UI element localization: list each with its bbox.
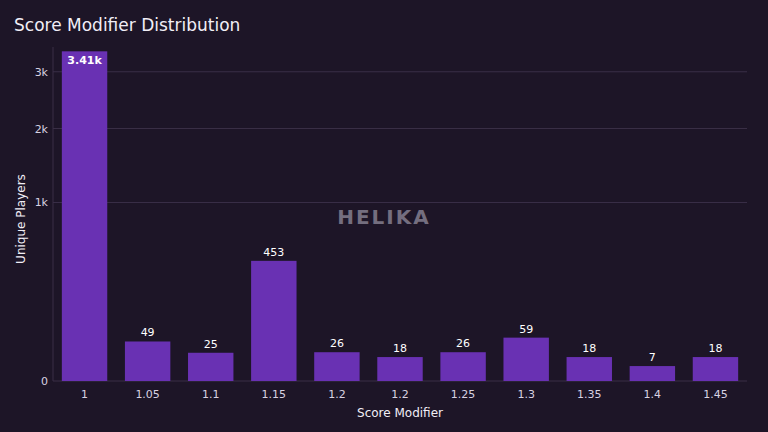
data-label: 7 [649,351,656,364]
x-tick-label: 1.25 [451,388,476,401]
background [0,0,768,432]
x-tick-label: 1.45 [703,388,728,401]
bar [503,338,548,381]
x-tick-label: 1.2 [328,388,346,401]
data-label: 18 [582,342,596,355]
y-axis-line [53,47,54,381]
grid-line [53,128,747,129]
data-label: 25 [204,338,218,351]
bar [125,341,170,381]
x-tick-label: 1.05 [135,388,160,401]
data-label: 18 [708,342,722,355]
x-axis-label: Score Modifier [357,406,443,420]
grid-line [53,71,747,72]
bar [62,51,107,381]
x-tick-label: 1 [81,388,88,401]
bar [188,353,233,381]
data-label: 26 [456,337,470,350]
bar [377,357,422,381]
x-tick-label: 1.4 [644,388,662,401]
y-tick-label: 2k [35,123,49,136]
bar [314,352,359,381]
data-label: 3.41k [67,54,102,67]
bar [567,357,612,381]
watermark: HELIKA [337,205,431,229]
data-label: 49 [141,326,155,339]
bar [251,261,296,381]
x-tick-label: 1.2 [391,388,409,401]
data-label: 26 [330,337,344,350]
bar [693,357,738,381]
y-axis-label: Unique Players [14,174,28,264]
bar [440,352,485,381]
bar [630,366,675,381]
x-tick-label: 1.1 [202,388,220,401]
title: Score Modifier Distribution [14,15,240,35]
x-tick-label: 1.35 [577,388,602,401]
chart: Score Modifier Distribution HELIKA 0 1k 2k 3k… [0,0,768,432]
grid-line [53,202,747,203]
x-tick-label: 1.15 [262,388,287,401]
y-tick-label: 3k [35,66,49,79]
data-label: 59 [519,323,533,336]
bars [62,51,738,381]
y-tick-label: 0 [41,375,48,388]
x-tick-label: 1.3 [517,388,535,401]
data-label: 453 [263,246,284,259]
y-tick-label: 1k [35,196,49,209]
data-label: 18 [393,342,407,355]
